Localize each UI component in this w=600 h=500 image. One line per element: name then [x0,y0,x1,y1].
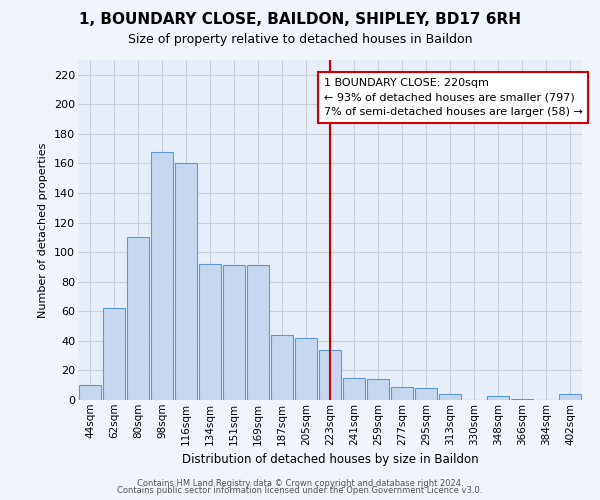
Bar [343,378,365,400]
Bar [79,385,101,400]
Text: 1, BOUNDARY CLOSE, BAILDON, SHIPLEY, BD17 6RH: 1, BOUNDARY CLOSE, BAILDON, SHIPLEY, BD1… [79,12,521,28]
Bar [367,380,389,400]
X-axis label: Distribution of detached houses by size in Baildon: Distribution of detached houses by size … [182,453,478,466]
Bar [127,238,149,400]
Bar [511,398,533,400]
Bar [439,394,461,400]
Bar [103,308,125,400]
Text: 1 BOUNDARY CLOSE: 220sqm
← 93% of detached houses are smaller (797)
7% of semi-d: 1 BOUNDARY CLOSE: 220sqm ← 93% of detach… [324,78,583,118]
Text: Contains public sector information licensed under the Open Government Licence v3: Contains public sector information licen… [118,486,482,495]
Bar [391,386,413,400]
Bar [271,335,293,400]
Bar [247,266,269,400]
Bar [199,264,221,400]
Bar [295,338,317,400]
Bar [319,350,341,400]
Bar [223,266,245,400]
Y-axis label: Number of detached properties: Number of detached properties [38,142,49,318]
Bar [175,164,197,400]
Bar [151,152,173,400]
Bar [559,394,581,400]
Text: Size of property relative to detached houses in Baildon: Size of property relative to detached ho… [128,32,472,46]
Text: Contains HM Land Registry data © Crown copyright and database right 2024.: Contains HM Land Registry data © Crown c… [137,478,463,488]
Bar [415,388,437,400]
Bar [487,396,509,400]
